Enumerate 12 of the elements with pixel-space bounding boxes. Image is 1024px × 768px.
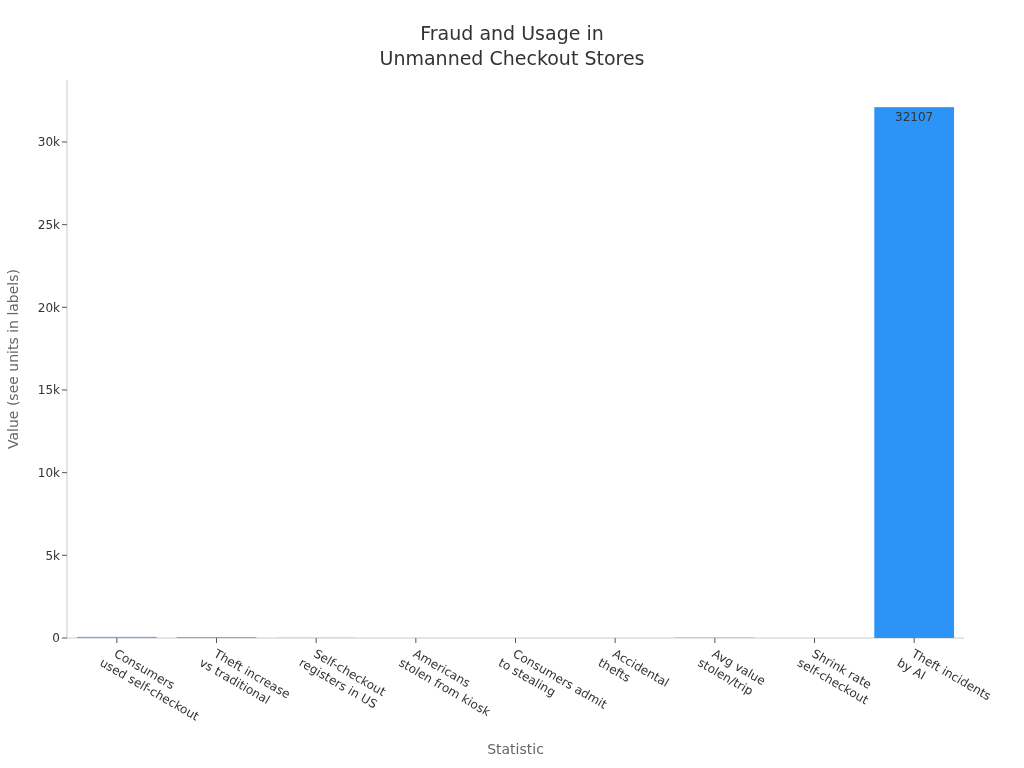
y-tick-label: 30k [37,135,61,150]
y-tick-label: 5k [45,548,61,563]
y-tick-label: 10k [37,465,61,480]
y-tick-label: 0 [52,631,60,646]
y-axis-title: Value (see units in labels) [5,268,21,450]
chart-title: Fraud and Usage in Unmanned Checkout Stores [379,22,645,69]
data-label: 32107 [895,110,934,125]
y-tick-label: 15k [37,383,61,398]
bar [874,107,955,638]
y-tick-label: 25k [37,217,61,232]
y-tick-label: 20k [37,300,61,315]
x-axis-title: Statistic [487,741,544,757]
